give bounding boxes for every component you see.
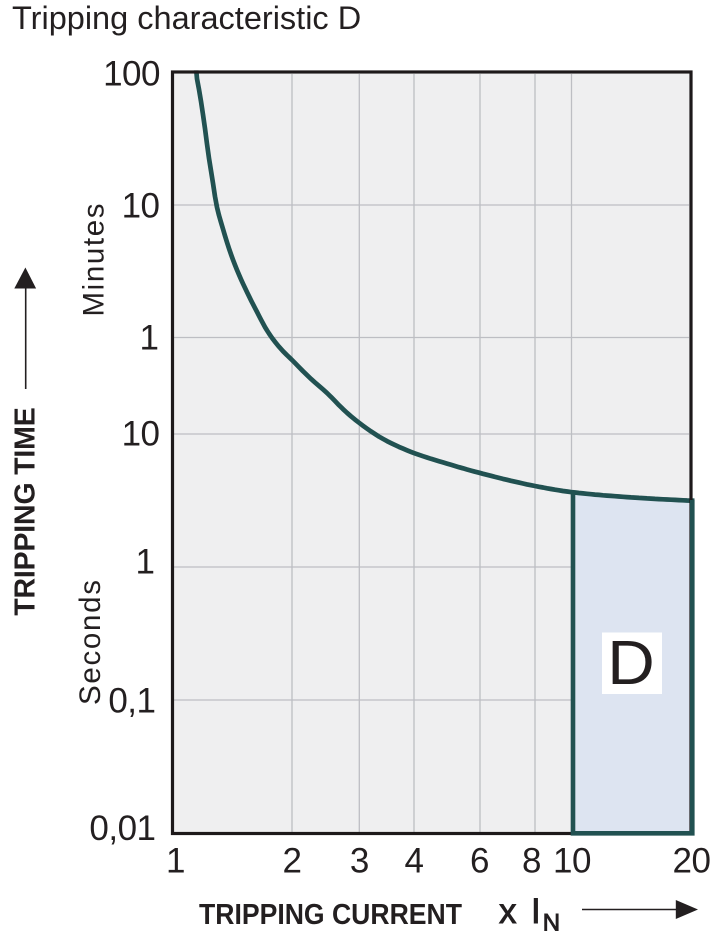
svg-text:D: D bbox=[607, 628, 655, 698]
svg-text:8: 8 bbox=[522, 842, 541, 881]
svg-text:0,01: 0,01 bbox=[89, 809, 155, 848]
svg-text:6: 6 bbox=[470, 842, 489, 881]
svg-text:1: 1 bbox=[136, 543, 155, 582]
svg-text:10: 10 bbox=[122, 414, 160, 453]
svg-text:100: 100 bbox=[103, 55, 160, 94]
svg-text:10: 10 bbox=[122, 186, 160, 225]
svg-text:3: 3 bbox=[350, 842, 369, 881]
svg-text:xIN: x IN bbox=[499, 892, 560, 937]
svg-text:1: 1 bbox=[140, 318, 159, 357]
svg-text:0,1: 0,1 bbox=[108, 681, 155, 720]
svg-text:Tripping characteristic D: Tripping characteristic D bbox=[12, 0, 361, 36]
svg-text:Seconds: Seconds bbox=[74, 580, 107, 705]
svg-text:20: 20 bbox=[673, 842, 711, 881]
svg-text:1: 1 bbox=[166, 842, 185, 881]
svg-text:2: 2 bbox=[283, 842, 302, 881]
svg-text:10: 10 bbox=[553, 842, 591, 881]
svg-text:Minutes: Minutes bbox=[78, 204, 111, 317]
svg-text:TRIPPING TIME: TRIPPING TIME bbox=[10, 407, 42, 616]
svg-text:4: 4 bbox=[405, 842, 424, 881]
svg-text:TRIPPING CURRENT: TRIPPING CURRENT bbox=[199, 899, 462, 931]
